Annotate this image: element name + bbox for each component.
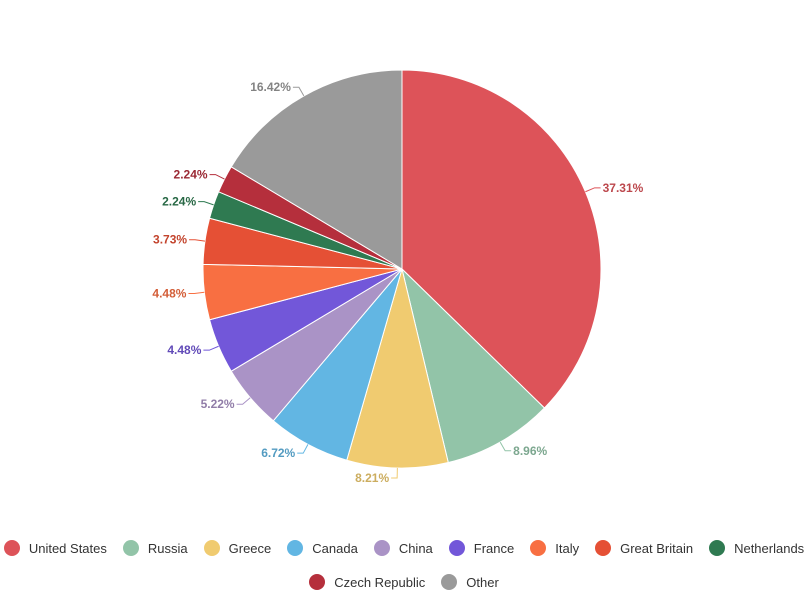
slice-labels: 37.31% 8.96% 8.21% 6.72% 5.22% 4.48% 4.48% 3.73…: [152, 80, 643, 485]
legend-item-china[interactable]: China: [373, 540, 433, 556]
legend-item-canada[interactable]: Canada: [287, 540, 358, 556]
legend-label: Czech Republic: [334, 574, 426, 590]
legend-swatch: [287, 540, 304, 556]
legend-swatch: [122, 540, 139, 556]
slice-label-china: 5.22%: [201, 397, 235, 411]
legend-item-netherlands[interactable]: Netherlands: [709, 540, 804, 556]
slice-label-italy: 4.48%: [152, 286, 186, 300]
leader-line-united-states: [585, 187, 601, 193]
legend-swatch: [373, 540, 390, 556]
leader-line-great-britain: [189, 239, 206, 242]
legend-item-greece[interactable]: Greece: [203, 540, 272, 556]
leader-line-netherlands: [198, 201, 214, 206]
legend-label: Netherlands: [734, 540, 805, 556]
legend-swatch: [203, 540, 220, 556]
legend-label: Italy: [555, 540, 580, 556]
slice-label-great-britain: 3.73%: [153, 233, 187, 247]
legend-swatch: [441, 574, 458, 590]
slice-label-united-states: 37.31%: [603, 181, 644, 195]
slice-label-netherlands: 2.24%: [162, 195, 196, 209]
leader-line-czech-republic: [209, 174, 225, 180]
slice-label-russia: 8.96%: [513, 444, 547, 458]
legend-label: China: [398, 540, 433, 556]
legend-item-czech-republic[interactable]: Czech Republic: [309, 574, 425, 590]
legend-swatch: [309, 574, 326, 590]
slice-label-other: 16.42%: [250, 80, 291, 94]
legend-item-russia[interactable]: Russia: [122, 540, 188, 556]
legend-label: Canada: [312, 540, 358, 556]
legend-row-1: United States Russia Greece Canada China Fran…: [0, 540, 808, 556]
slice-label-france: 4.48%: [167, 343, 201, 357]
legend-swatch: [448, 540, 465, 556]
legend-label: Russia: [147, 540, 188, 556]
legend-label: Greece: [228, 540, 272, 556]
slice-label-greece: 8.21%: [355, 471, 389, 485]
legend-swatch: [530, 540, 547, 556]
pie-slice-greece[interactable]: [346, 267, 449, 469]
slice-label-czech-republic: 2.24%: [174, 168, 208, 182]
pie-chart: 37.31% 8.96% 8.21% 6.72% 5.22% 4.48% 4.48% 3.73…: [152, 69, 644, 485]
legend-label: Great Britain: [620, 540, 694, 556]
legend-item-france[interactable]: France: [448, 540, 515, 556]
pie-slice-russia[interactable]: [401, 267, 546, 464]
leader-line-greece: [391, 467, 398, 479]
legend-swatch: [595, 540, 612, 556]
legend-item-italy[interactable]: Italy: [530, 540, 579, 556]
legend-item-other[interactable]: Other: [441, 574, 499, 590]
legend-label: France: [473, 540, 515, 556]
legend-row-2: Czech Republic Other: [0, 574, 808, 590]
pie-slices: [202, 69, 602, 469]
legend-label: Other: [466, 574, 499, 590]
leader-line-other: [292, 86, 305, 97]
leader-line-italy: [188, 291, 205, 294]
legend-item-united-states[interactable]: United States: [3, 540, 107, 556]
leader-line-france: [203, 345, 219, 351]
leader-line-china: [236, 397, 251, 405]
leader-line-russia: [499, 441, 512, 452]
legend-label: United States: [28, 540, 107, 556]
label-leader-lines: [188, 86, 601, 479]
legend-swatch: [3, 540, 20, 556]
leader-line-canada: [297, 444, 309, 454]
slice-label-canada: 6.72%: [261, 446, 295, 460]
legend-item-great-britain[interactable]: Great Britain: [595, 540, 693, 556]
legend-swatch: [709, 540, 726, 556]
